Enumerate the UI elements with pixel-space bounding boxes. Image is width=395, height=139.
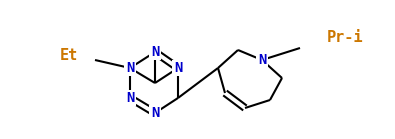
Text: Et: Et (60, 48, 78, 63)
Text: N: N (126, 91, 134, 105)
Text: Pr-i: Pr-i (327, 30, 363, 45)
Text: N: N (126, 61, 134, 75)
Text: N: N (151, 106, 159, 120)
Text: N: N (258, 53, 266, 67)
Text: N: N (151, 45, 159, 59)
Text: N: N (174, 61, 182, 75)
